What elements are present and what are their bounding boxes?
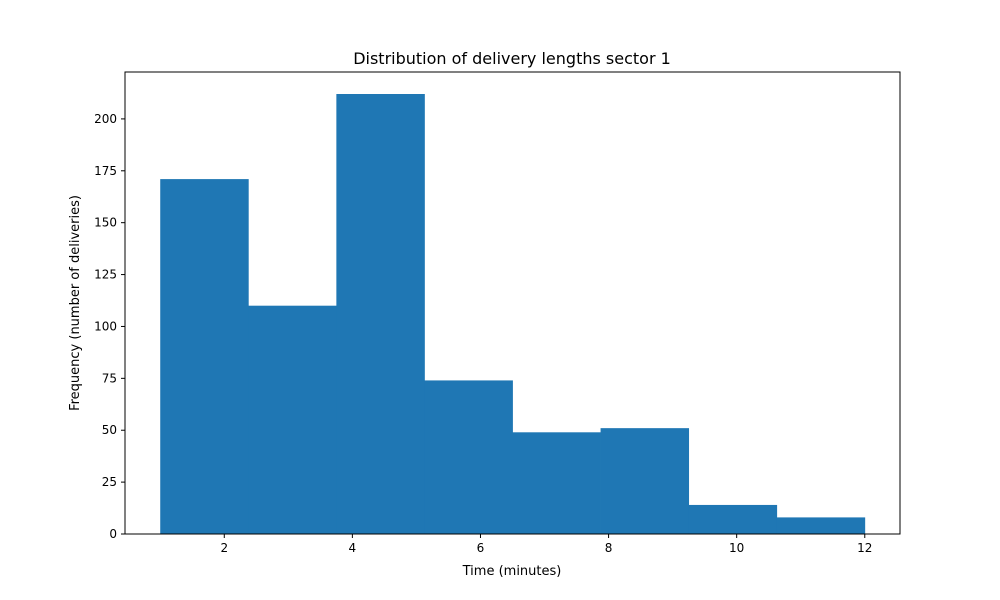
histogram-bar (424, 380, 513, 534)
histogram-bar (160, 179, 249, 534)
y-tick-label: 150 (94, 216, 117, 230)
x-tick-label: 12 (857, 541, 872, 555)
y-tick-label: 0 (109, 527, 117, 541)
bars-group (160, 94, 866, 534)
histogram-bar (600, 428, 690, 534)
x-tick-label: 8 (605, 541, 613, 555)
y-tick-label: 25 (102, 475, 117, 489)
x-axis-label: Time (minutes) (462, 564, 562, 579)
y-tick-label: 75 (102, 371, 117, 385)
plot-area-frame (124, 71, 901, 535)
histogram-bar (248, 305, 337, 534)
y-axis-ticks: 0 25 50 75 100 125 150 175 200 (94, 112, 125, 541)
histogram-bar (688, 504, 778, 534)
histogram-bar (776, 517, 866, 534)
histogram-bar (512, 432, 601, 534)
chart-title: Distribution of delivery lengths sector … (353, 49, 671, 68)
x-tick-label: 6 (477, 541, 485, 555)
x-axis-ticks: 2 4 6 8 10 12 (220, 534, 872, 555)
y-tick-label: 175 (94, 164, 117, 178)
x-tick-label: 2 (220, 541, 228, 555)
y-tick-label: 100 (94, 319, 117, 333)
y-axis-label: Frequency (number of deliveries) (68, 195, 83, 411)
histogram-bar (336, 94, 425, 534)
x-tick-label: 4 (349, 541, 357, 555)
y-tick-label: 200 (94, 112, 117, 126)
x-tick-label: 10 (729, 541, 744, 555)
y-tick-label: 50 (102, 423, 117, 437)
y-tick-label: 125 (94, 268, 117, 282)
